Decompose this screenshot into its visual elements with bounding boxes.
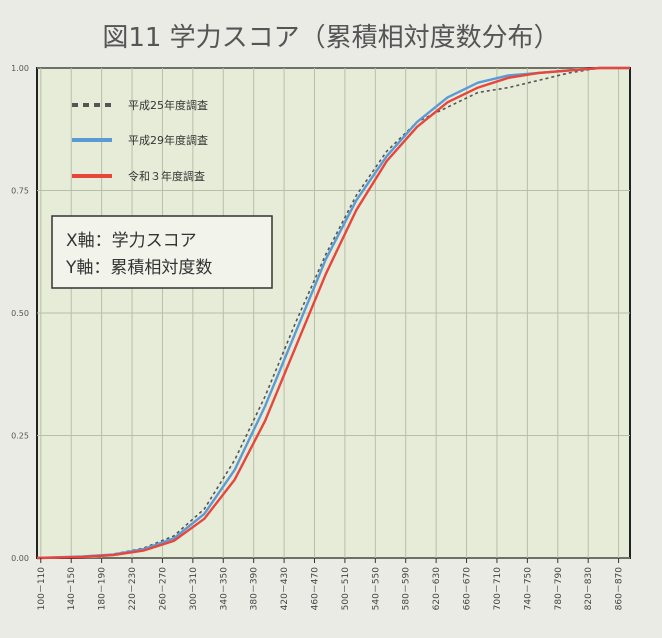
- x-tick-label: 460－470: [310, 567, 320, 611]
- x-tick-label: 300－310: [189, 567, 199, 611]
- x-tick-label: 580－590: [402, 567, 412, 611]
- x-tick-label: 540－550: [371, 567, 381, 611]
- x-tick-label: 500－510: [341, 567, 351, 611]
- x-tick-label: 220－230: [128, 567, 138, 611]
- x-tick-label: 820－830: [584, 567, 594, 611]
- x-tick-label: 420－430: [280, 567, 290, 611]
- x-tick-label: 780－790: [554, 567, 564, 611]
- x-axis: 100－110 140－150 180－190 220－230 260－270 300－3…: [37, 558, 625, 610]
- y-tick-label: 0.75: [11, 187, 29, 196]
- annotation-x-axis: X軸：学力スコア: [66, 231, 197, 251]
- x-tick-label: 660－670: [463, 567, 473, 611]
- x-tick-label: 700－710: [493, 567, 503, 611]
- legend: 平成25年度調査 平成29年度調査 令和３年度調査: [72, 98, 208, 183]
- series-lines: [36, 66, 630, 560]
- y-tick-label: 0.50: [11, 309, 29, 318]
- x-tick-label: 260－270: [158, 567, 168, 611]
- y-tick-label: 1.00: [11, 64, 29, 73]
- chart-title: 図11 学力スコア（累積相対度数分布）: [102, 23, 559, 53]
- series-line-r3: [36, 66, 630, 560]
- y-tick-label: 0.25: [11, 432, 29, 441]
- x-tick-label: 380－390: [250, 567, 260, 611]
- legend-label-h25: 平成25年度調査: [128, 98, 208, 112]
- legend-label-r3: 令和３年度調査: [128, 169, 205, 183]
- x-tick-label: 740－750: [523, 567, 533, 611]
- x-tick-label: 140－150: [67, 567, 77, 611]
- y-tick-label: 0.00: [11, 554, 29, 563]
- x-tick-label: 620－630: [432, 567, 442, 611]
- x-tick-label: 180－190: [98, 567, 108, 611]
- y-axis: 0.00 0.25 0.50 0.75 1.00: [11, 64, 29, 563]
- axis-annotation-box: X軸：学力スコア Y軸：累積相対度数: [51, 215, 273, 289]
- x-tick-label: 340－350: [219, 567, 229, 611]
- annotation-y-axis: Y軸：累積相対度数: [65, 258, 212, 278]
- x-tick-label: 860－870: [615, 567, 625, 611]
- grid: [37, 67, 630, 559]
- x-tick-label: 100－110: [37, 567, 47, 611]
- legend-label-h29: 平成29年度調査: [128, 133, 208, 147]
